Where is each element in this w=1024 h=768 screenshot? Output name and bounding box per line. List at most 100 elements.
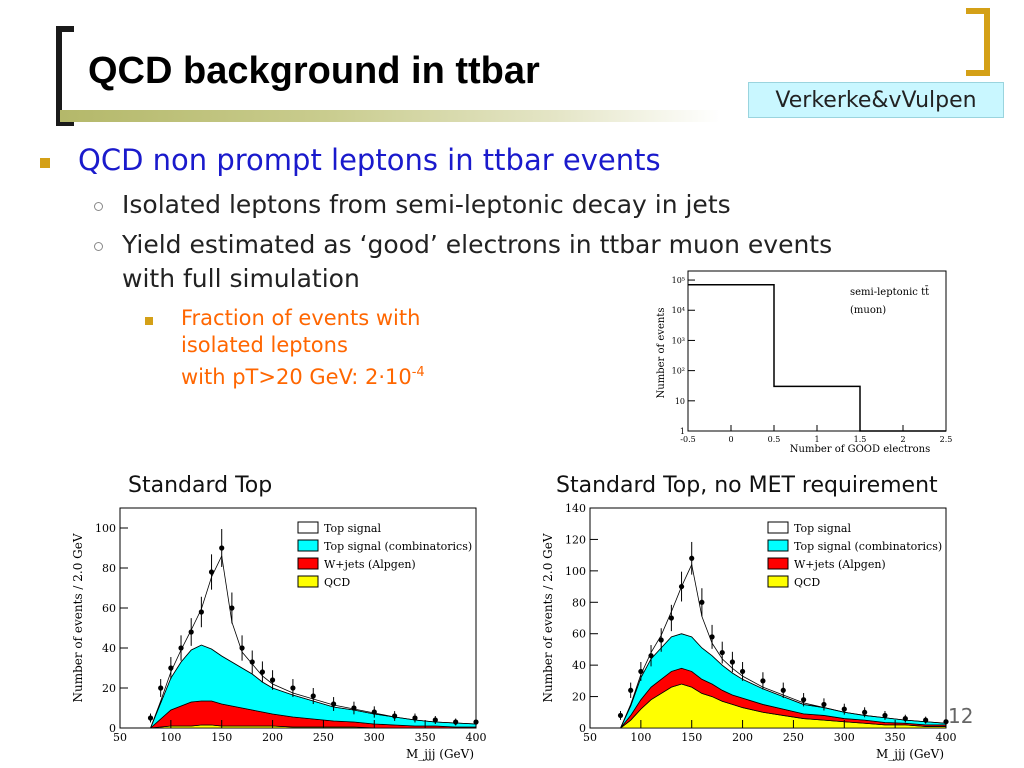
x-tick-label: 2.5 — [940, 435, 953, 444]
x-tick-label: 0 — [728, 435, 733, 444]
bullet-level3-line: isolated leptons — [181, 333, 348, 357]
data-point — [310, 693, 316, 699]
x-tick-label: 250 — [313, 731, 334, 744]
data-point — [902, 715, 908, 722]
data-point — [158, 685, 164, 691]
data-point — [801, 697, 807, 703]
legend-swatch — [767, 575, 789, 588]
data-point — [841, 706, 847, 712]
data-point — [412, 715, 418, 721]
legend-label: Top signal (combinatorics) — [794, 540, 942, 553]
data-point — [699, 599, 705, 605]
y-tick-label: 10⁴ — [672, 306, 685, 315]
x-tick-label: 0.5 — [768, 435, 781, 444]
slide-title: QCD background in ttbar — [88, 50, 540, 92]
data-point — [689, 555, 695, 561]
data-point — [821, 701, 827, 708]
data-point — [290, 685, 296, 691]
data-point — [617, 712, 624, 719]
data-point — [269, 677, 276, 683]
x-tick-label: 2 — [900, 435, 905, 444]
caption-right: Standard Top, no MET requirement — [556, 473, 938, 498]
y-tick-label: 40 — [102, 642, 116, 655]
legend-swatch — [297, 521, 319, 534]
annotation-channel: (muon) — [850, 305, 886, 316]
data-point — [882, 712, 888, 719]
data-point — [178, 645, 184, 651]
x-tick-label: 400 — [466, 731, 487, 744]
page-number: 12 — [948, 704, 974, 728]
data-point — [760, 678, 766, 684]
title-underline — [60, 110, 720, 122]
data-point — [371, 709, 377, 715]
bullet-level3-text: with pT>20 GeV: 2·10 — [181, 365, 412, 389]
bullet-level3-line: with pT>20 GeV: 2·10-4 — [181, 359, 425, 391]
data-point — [331, 701, 337, 707]
legend-label: Top signal (combinatorics) — [324, 540, 472, 553]
legend-label: QCD — [324, 576, 350, 589]
data-point — [259, 669, 265, 675]
data-point — [729, 659, 735, 665]
x-tick-label: 200 — [262, 731, 283, 744]
y-tick-label: 0 — [579, 722, 586, 735]
y-tick-label: 140 — [565, 502, 586, 515]
legend-swatch — [297, 557, 319, 570]
y-axis-label: Number of events — [656, 308, 667, 399]
right-bracket-decoration — [966, 8, 990, 76]
sub-bullet-marker — [94, 242, 103, 251]
data-point — [862, 709, 868, 715]
data-point — [668, 615, 674, 621]
data-point — [392, 713, 398, 719]
bullet-level3-line: Fraction of events with — [181, 306, 421, 330]
legend-label: W+jets (Alpgen) — [324, 558, 416, 571]
x-axis-label: M_jjj (GeV) — [876, 747, 944, 761]
data-point — [739, 668, 746, 675]
x-tick-label: 100 — [160, 731, 181, 744]
data-point — [188, 629, 194, 635]
legend-swatch — [767, 539, 789, 552]
mjjj-plot-standard: 0 20 40 60 80 100 50 100 150 200 250 300 350 400 M_jjj… — [71, 507, 487, 761]
y-tick-label: 100 — [95, 522, 116, 535]
x-tick-label: 400 — [936, 731, 957, 744]
y-tick-label: 60 — [102, 602, 116, 615]
bullet-level2-item: Isolated leptons from semi-leptonic deca… — [122, 190, 731, 219]
data-point — [709, 634, 715, 640]
bullet-level1: QCD non prompt leptons in ttbar events — [78, 143, 661, 177]
y-tick-label: 80 — [102, 562, 116, 575]
y-tick-label: 80 — [572, 596, 586, 609]
x-tick-label: 300 — [364, 731, 385, 744]
x-tick-label: 50 — [583, 731, 597, 744]
y-tick-label: 0 — [109, 722, 116, 735]
mjjj-plot-no-met: 0 20 40 60 80 100 120 140 50 100 150 200 250 300 350 40… — [541, 502, 957, 761]
caption-left: Standard Top — [128, 473, 273, 498]
bullet-level2-continuation: with full simulation — [122, 264, 360, 293]
data-point — [249, 659, 255, 665]
data-point — [638, 668, 644, 675]
y-tick-label: 10⁵ — [672, 276, 685, 285]
data-point — [208, 569, 215, 575]
data-point — [923, 717, 929, 723]
bullet-level3: Fraction of events with isolated leptons… — [181, 305, 425, 391]
exponent: -4 — [411, 365, 425, 380]
y-axis-label: Number of events / 2.0 GeV — [541, 533, 555, 702]
x-tick-label: 1 — [814, 435, 819, 444]
y-axis-label: Number of events / 2.0 GeV — [71, 533, 85, 702]
x-tick-label: 300 — [834, 731, 855, 744]
legend-swatch — [297, 539, 319, 552]
y-tick-label: 40 — [572, 659, 586, 672]
legend-swatch — [767, 521, 789, 534]
sub-bullet-marker — [94, 202, 103, 211]
x-axis-label: Number of GOOD electrons — [790, 444, 930, 455]
data-point — [678, 583, 685, 590]
data-point — [432, 717, 438, 723]
data-point — [719, 649, 725, 656]
x-axis-label: M_jjj (GeV) — [406, 747, 474, 761]
histogram-outline — [688, 283, 946, 432]
legend-swatch — [767, 557, 789, 570]
legend-label: Top signal — [324, 522, 381, 535]
bullet-level2-item: Yield estimated as ‘good’ electrons in t… — [122, 230, 833, 259]
y-tick-label: 20 — [572, 691, 586, 704]
data-point — [351, 705, 357, 711]
x-tick-label: -0.5 — [680, 435, 695, 444]
x-tick-label: 350 — [885, 731, 906, 744]
